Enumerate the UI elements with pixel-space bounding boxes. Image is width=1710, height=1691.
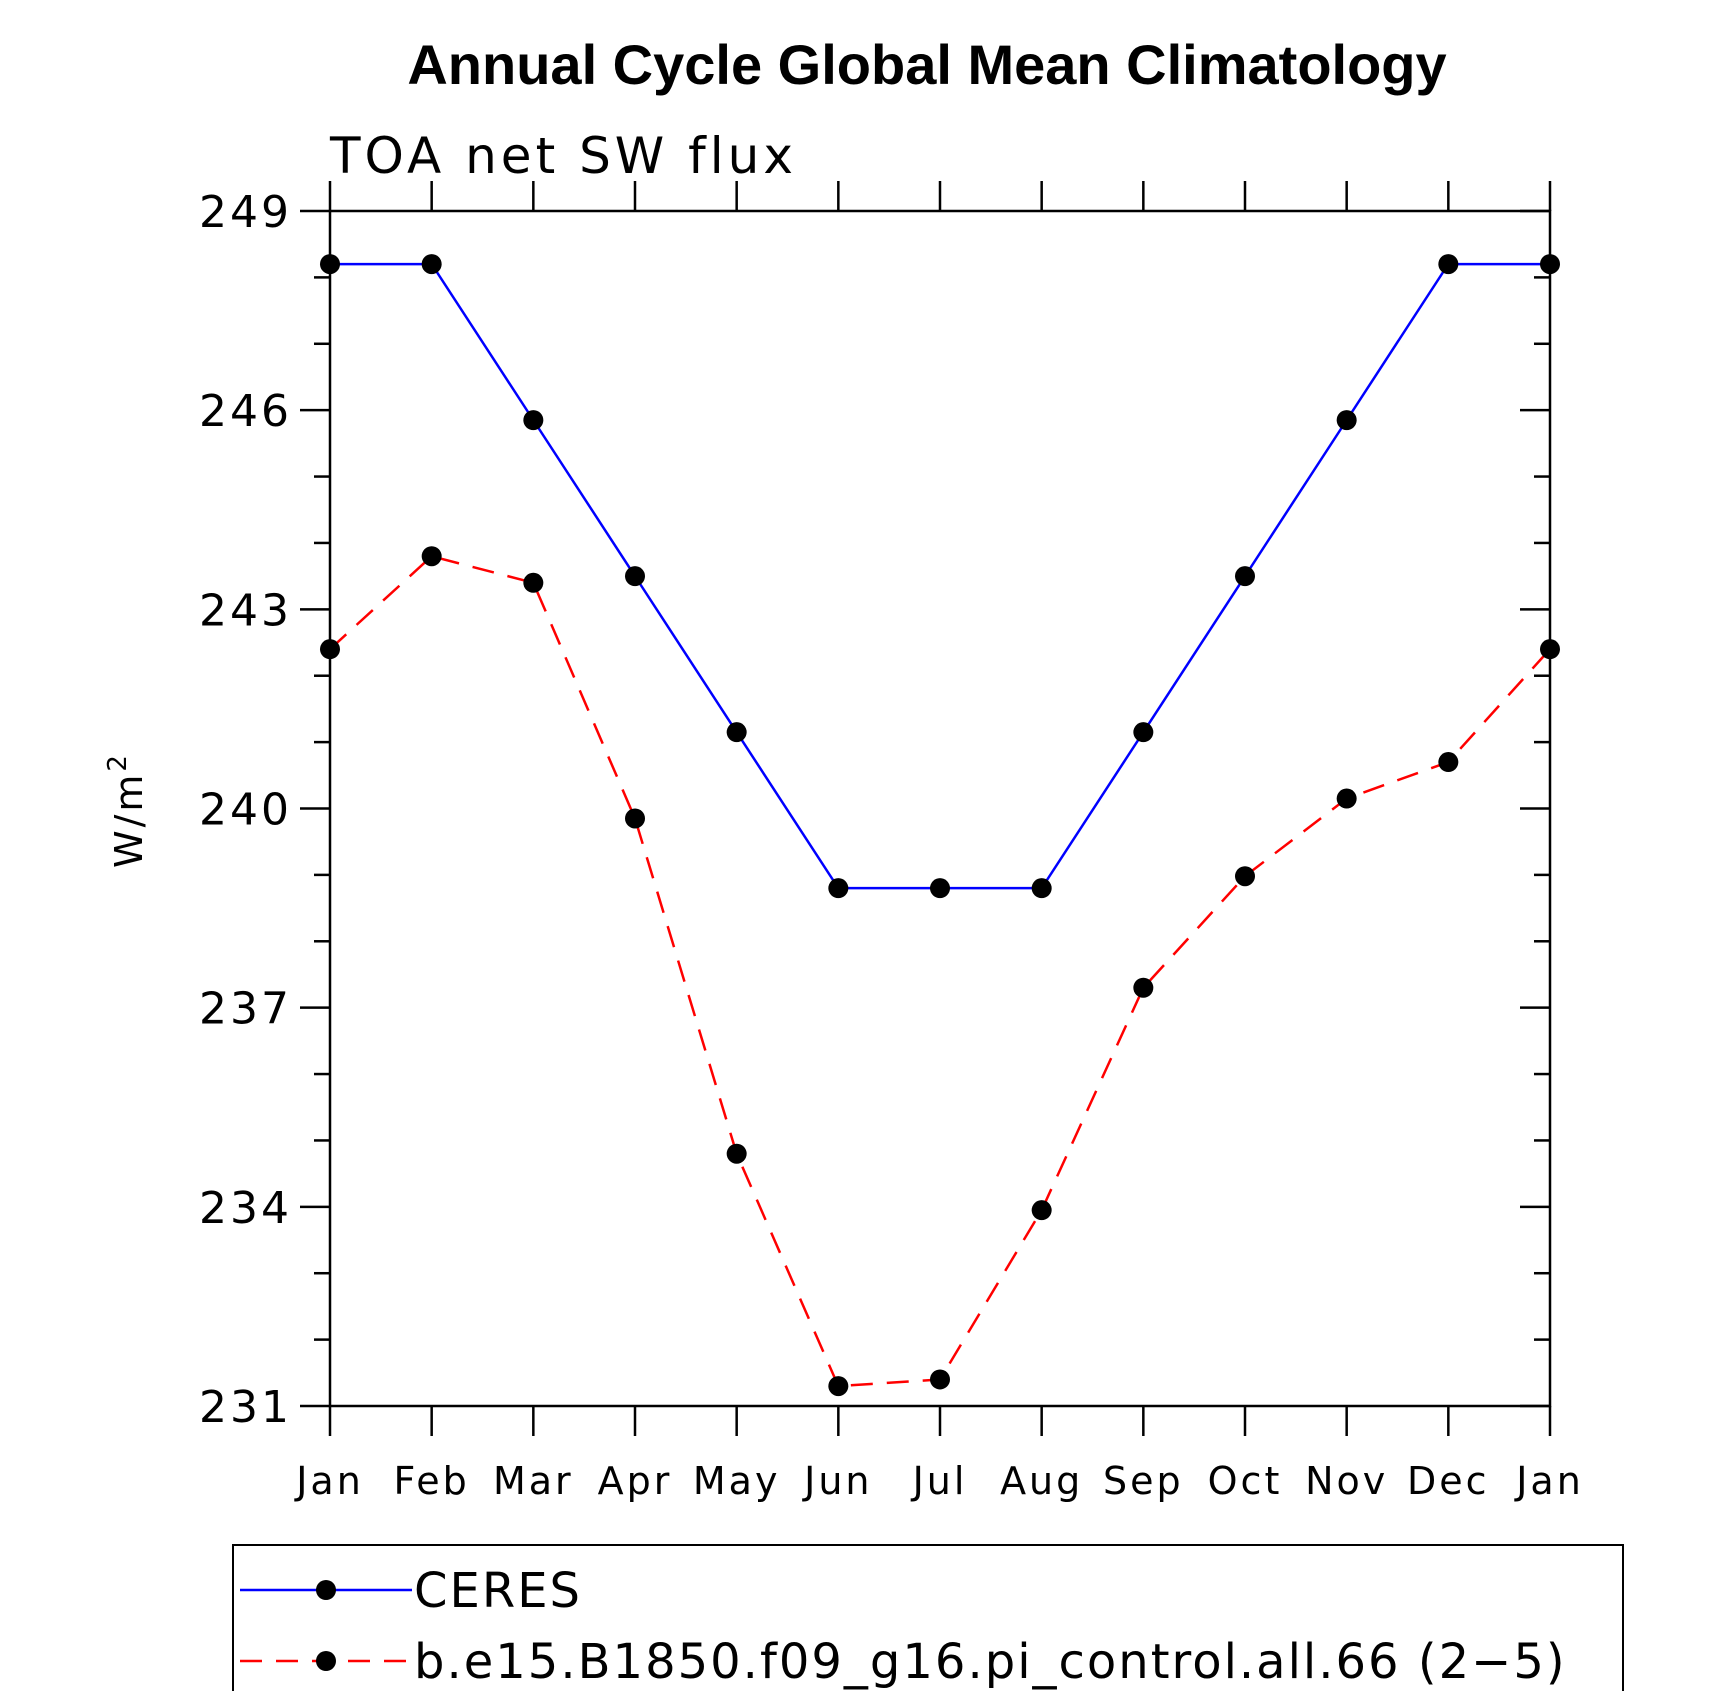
x-tick-labels: Jan Feb Mar Apr May Jun Jul Aug Sep Oct Nov Dec Jan bbox=[294, 1459, 1584, 1503]
chart-title: Annual Cycle Global Mean Climatology bbox=[407, 33, 1446, 96]
x-tick-label: Jan bbox=[294, 1459, 364, 1503]
series-1-point bbox=[828, 1376, 849, 1397]
legend-marker-ceres bbox=[316, 1580, 336, 1600]
series-layer bbox=[320, 254, 1560, 1397]
series-0-point bbox=[1031, 878, 1052, 899]
series-1-point bbox=[421, 546, 442, 567]
y-tick-label: 231 bbox=[199, 1382, 292, 1433]
axis-ticks bbox=[300, 181, 1552, 1436]
x-tick-label: Jul bbox=[911, 1459, 968, 1503]
y-tick-label: 240 bbox=[199, 785, 292, 836]
y-axis-label-superscript: 2 bbox=[103, 752, 133, 772]
series-0-point bbox=[523, 410, 544, 431]
series-1-point bbox=[523, 572, 544, 593]
series-1-point bbox=[1235, 866, 1255, 887]
series-0-point bbox=[421, 254, 442, 275]
legend-marker-model bbox=[316, 1651, 336, 1671]
y-tick-label: 237 bbox=[199, 984, 292, 1035]
series-line-0 bbox=[330, 262, 1550, 890]
x-tick-label: Mar bbox=[493, 1459, 574, 1503]
x-tick-label: Aug bbox=[1000, 1459, 1083, 1503]
y-axis-label-text: W/m bbox=[107, 772, 151, 868]
legend-box bbox=[232, 1544, 1624, 1691]
x-tick-label: Jan bbox=[1514, 1459, 1584, 1503]
x-tick-label: Oct bbox=[1208, 1459, 1283, 1503]
legend-label-ceres: CERES bbox=[414, 1563, 582, 1619]
series-0-point bbox=[726, 722, 747, 743]
series-1-point bbox=[1133, 977, 1154, 998]
x-tick-label: Feb bbox=[394, 1459, 470, 1503]
y-tick-labels: 249 246 243 240 237 234 231 bbox=[199, 187, 292, 1433]
series-0-point bbox=[1540, 254, 1560, 275]
x-tick-label: Dec bbox=[1407, 1459, 1490, 1503]
series-1-point bbox=[1438, 752, 1459, 773]
legend-label-model: b.e15.B1850.f09_g16.pi_control.all.66 (2… bbox=[414, 1634, 1567, 1690]
series-1-point bbox=[625, 808, 645, 829]
series-1-point bbox=[1540, 639, 1560, 660]
y-tick-label: 246 bbox=[199, 386, 292, 437]
series-1-point bbox=[726, 1143, 747, 1164]
legend: CERES b.e15.B1850.f09_g16.pi_control.all… bbox=[232, 1544, 1624, 1691]
y-axis-label: W/m2 bbox=[103, 752, 151, 868]
x-tick-label: May bbox=[693, 1459, 781, 1503]
series-0-point bbox=[320, 254, 340, 275]
series-1-point bbox=[930, 1369, 950, 1390]
series-0-point bbox=[930, 878, 950, 899]
series-0-point bbox=[625, 566, 645, 587]
series-1-point bbox=[320, 639, 340, 660]
x-tick-label: Nov bbox=[1305, 1459, 1388, 1503]
series-0-point bbox=[1438, 254, 1459, 275]
chart-subtitle: TOA net SW flux bbox=[329, 127, 797, 185]
y-tick-label: 249 bbox=[199, 187, 292, 238]
series-0-point bbox=[828, 878, 849, 899]
series-line-1 bbox=[329, 554, 1551, 1388]
series-1-point bbox=[1031, 1200, 1052, 1221]
series-0-point bbox=[1133, 722, 1154, 743]
x-tick-label: Sep bbox=[1103, 1459, 1184, 1503]
series-1-point bbox=[1336, 788, 1357, 809]
x-tick-label: Apr bbox=[598, 1459, 673, 1503]
y-tick-label: 234 bbox=[199, 1183, 292, 1234]
x-tick-label: Jun bbox=[802, 1459, 872, 1503]
series-0-point bbox=[1235, 566, 1255, 587]
series-0-point bbox=[1336, 410, 1357, 431]
y-tick-label: 243 bbox=[199, 585, 292, 636]
